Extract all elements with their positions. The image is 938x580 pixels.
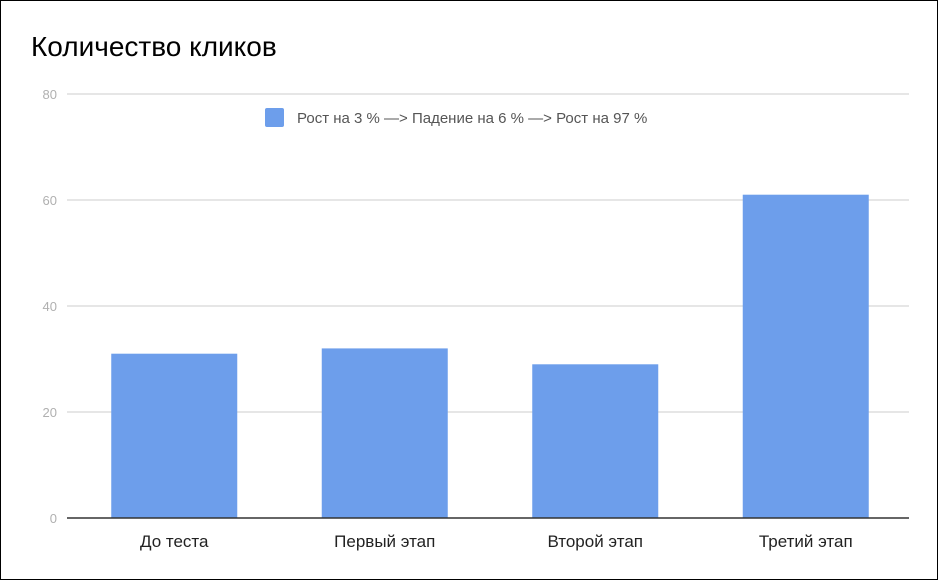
x-category-label: Первый этап xyxy=(334,532,435,551)
y-tick-label: 0 xyxy=(50,511,57,526)
bar xyxy=(532,364,659,518)
bar xyxy=(111,353,238,518)
legend: Рост на 3 % —> Падение на 6 % —> Рост на… xyxy=(265,108,647,127)
y-tick-label: 80 xyxy=(43,87,57,102)
x-category-label: До теста xyxy=(140,532,209,551)
bars xyxy=(111,194,869,518)
legend-swatch xyxy=(265,108,284,127)
bar xyxy=(321,348,448,518)
x-category-label: Второй этап xyxy=(547,532,643,551)
legend-label: Рост на 3 % —> Падение на 6 % —> Рост на… xyxy=(297,110,647,127)
axes: 0 20 40 60 80 До теста Первый этап Второй этап Т… xyxy=(43,87,909,551)
bar xyxy=(742,194,869,518)
y-tick-label: 60 xyxy=(43,193,57,208)
x-category-label: Третий этап xyxy=(759,532,853,551)
chart-title: Количество кликов xyxy=(31,31,277,62)
y-tick-label: 40 xyxy=(43,299,57,314)
y-tick-label: 20 xyxy=(43,405,57,420)
